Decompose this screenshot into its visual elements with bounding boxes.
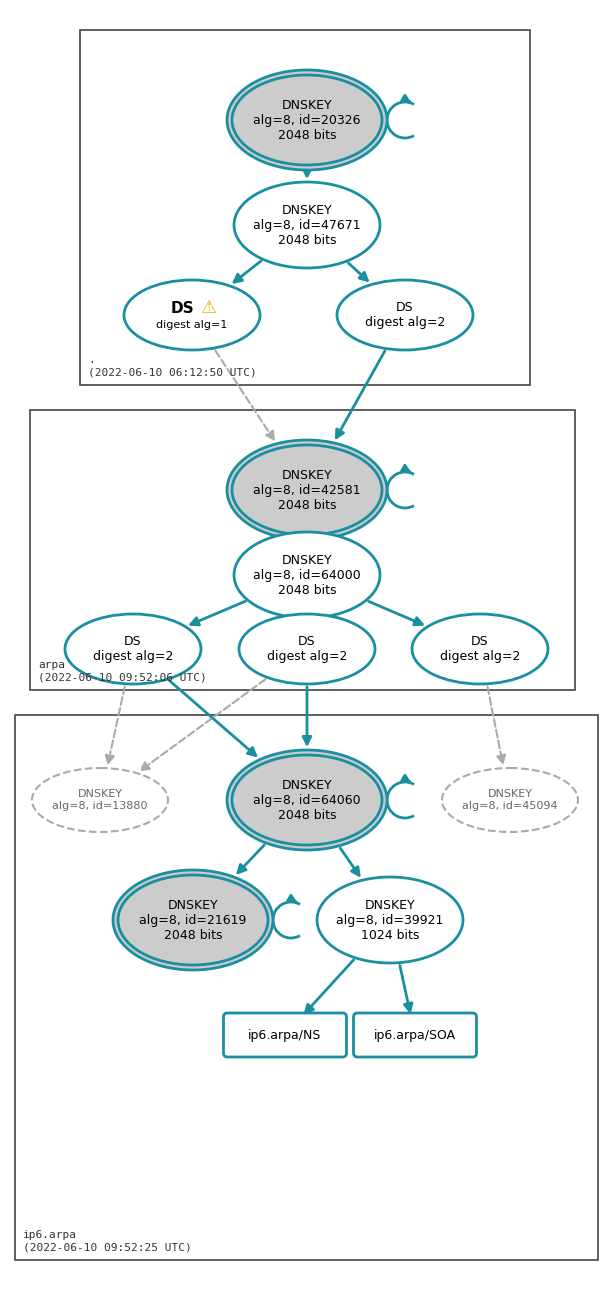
Bar [80, 30, 530, 385]
Text: DS
digest alg=2: DS digest alg=2 [440, 635, 520, 662]
FancyBboxPatch shape [224, 1013, 346, 1057]
Ellipse shape [317, 877, 463, 963]
Ellipse shape [227, 750, 387, 850]
Ellipse shape [239, 614, 375, 685]
Text: DNSKEY
alg=8, id=64060
2048 bits: DNSKEY alg=8, id=64060 2048 bits [253, 778, 361, 821]
Text: DNSKEY
alg=8, id=21619
2048 bits: DNSKEY alg=8, id=21619 2048 bits [139, 899, 246, 942]
Text: ip6.arpa/SOA: ip6.arpa/SOA [374, 1029, 456, 1042]
Ellipse shape [227, 70, 387, 170]
Text: ip6.arpa
(2022-06-10 09:52:25 UTC): ip6.arpa (2022-06-10 09:52:25 UTC) [23, 1230, 192, 1252]
Ellipse shape [442, 768, 578, 831]
Text: ⚠: ⚠ [200, 299, 216, 317]
Text: DNSKEY
alg=8, id=45094: DNSKEY alg=8, id=45094 [462, 790, 558, 811]
Text: DS
digest alg=2: DS digest alg=2 [267, 635, 347, 662]
Bar [30, 410, 575, 690]
Ellipse shape [234, 533, 380, 618]
Ellipse shape [227, 440, 387, 540]
Ellipse shape [232, 75, 382, 165]
Ellipse shape [412, 614, 548, 685]
Bar [15, 714, 598, 1260]
Ellipse shape [65, 614, 201, 685]
Text: ip6.arpa/NS: ip6.arpa/NS [248, 1029, 322, 1042]
Text: DNSKEY
alg=8, id=42581
2048 bits: DNSKEY alg=8, id=42581 2048 bits [253, 469, 361, 512]
Text: .
(2022-06-10 06:12:50 UTC): . (2022-06-10 06:12:50 UTC) [88, 356, 257, 377]
Text: arpa
(2022-06-10 09:52:06 UTC): arpa (2022-06-10 09:52:06 UTC) [38, 660, 207, 682]
Text: DS
digest alg=2: DS digest alg=2 [365, 301, 445, 329]
Ellipse shape [113, 870, 273, 970]
Ellipse shape [232, 755, 382, 846]
FancyBboxPatch shape [354, 1013, 476, 1057]
Text: DNSKEY
alg=8, id=39921
1024 bits: DNSKEY alg=8, id=39921 1024 bits [337, 899, 444, 942]
Ellipse shape [234, 182, 380, 268]
Text: digest alg=1: digest alg=1 [156, 320, 227, 330]
Ellipse shape [124, 281, 260, 349]
Text: DNSKEY
alg=8, id=64000
2048 bits: DNSKEY alg=8, id=64000 2048 bits [253, 553, 361, 596]
Text: DS
digest alg=2: DS digest alg=2 [93, 635, 173, 662]
Text: DNSKEY
alg=8, id=20326
2048 bits: DNSKEY alg=8, id=20326 2048 bits [253, 99, 360, 142]
Ellipse shape [232, 446, 382, 535]
Text: DS: DS [170, 300, 194, 316]
Text: DNSKEY
alg=8, id=47671
2048 bits: DNSKEY alg=8, id=47671 2048 bits [253, 204, 361, 247]
Ellipse shape [337, 281, 473, 349]
Ellipse shape [118, 876, 268, 965]
Text: DNSKEY
alg=8, id=13880: DNSKEY alg=8, id=13880 [52, 790, 148, 811]
Ellipse shape [32, 768, 168, 831]
